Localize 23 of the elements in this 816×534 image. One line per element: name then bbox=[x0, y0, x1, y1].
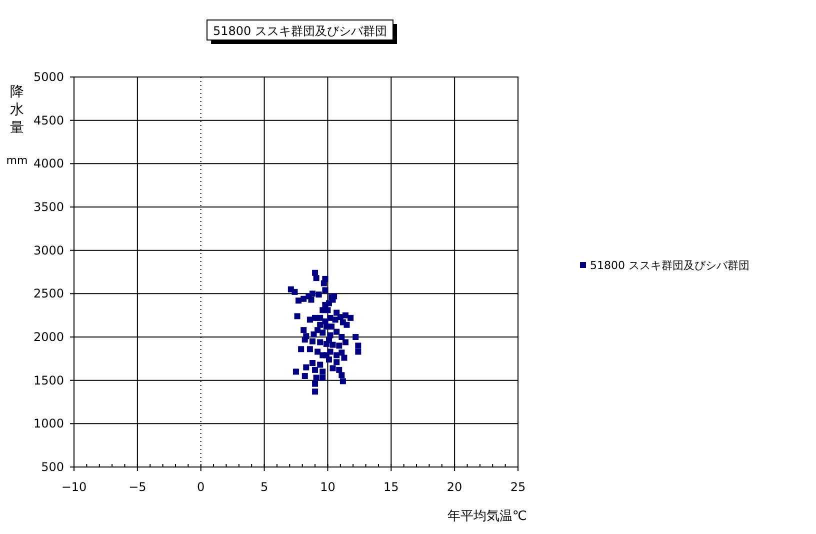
legend: 51800 ススキ群団及びシバ群団 bbox=[580, 259, 750, 272]
y-tick-label: 4000 bbox=[33, 156, 64, 171]
x-tick-label: 5 bbox=[260, 480, 268, 494]
y-tick-label: 1500 bbox=[33, 373, 64, 388]
x-tick-label: −5 bbox=[128, 480, 146, 494]
title: 51800 ススキ群団及びシバ群団 bbox=[206, 20, 397, 44]
x-tick-label: 20 bbox=[446, 480, 462, 494]
x-tick-label: −10 bbox=[61, 480, 87, 494]
x-tick-label: 15 bbox=[384, 480, 399, 494]
x-axis-title: 年平均気温℃ bbox=[447, 509, 527, 524]
y-tick-label: 2000 bbox=[33, 330, 64, 344]
x-tick-label: 10 bbox=[320, 480, 336, 494]
x-tick-label: 25 bbox=[510, 480, 526, 494]
y-tick-label: 5000 bbox=[33, 70, 64, 84]
y-tick-label: 4500 bbox=[33, 113, 64, 128]
y-tick-label: 2500 bbox=[33, 286, 64, 301]
x-tick-label: 0 bbox=[197, 480, 205, 494]
y-tick-label: 3500 bbox=[33, 200, 64, 214]
y-tick-label: 3000 bbox=[33, 243, 64, 258]
chart-title: 51800 ススキ群団及びシバ群団 bbox=[213, 24, 387, 38]
text: 降水量 mm bbox=[6, 84, 28, 167]
y-tick-label: 1000 bbox=[33, 416, 64, 431]
y-tick-label: 500 bbox=[41, 460, 64, 474]
